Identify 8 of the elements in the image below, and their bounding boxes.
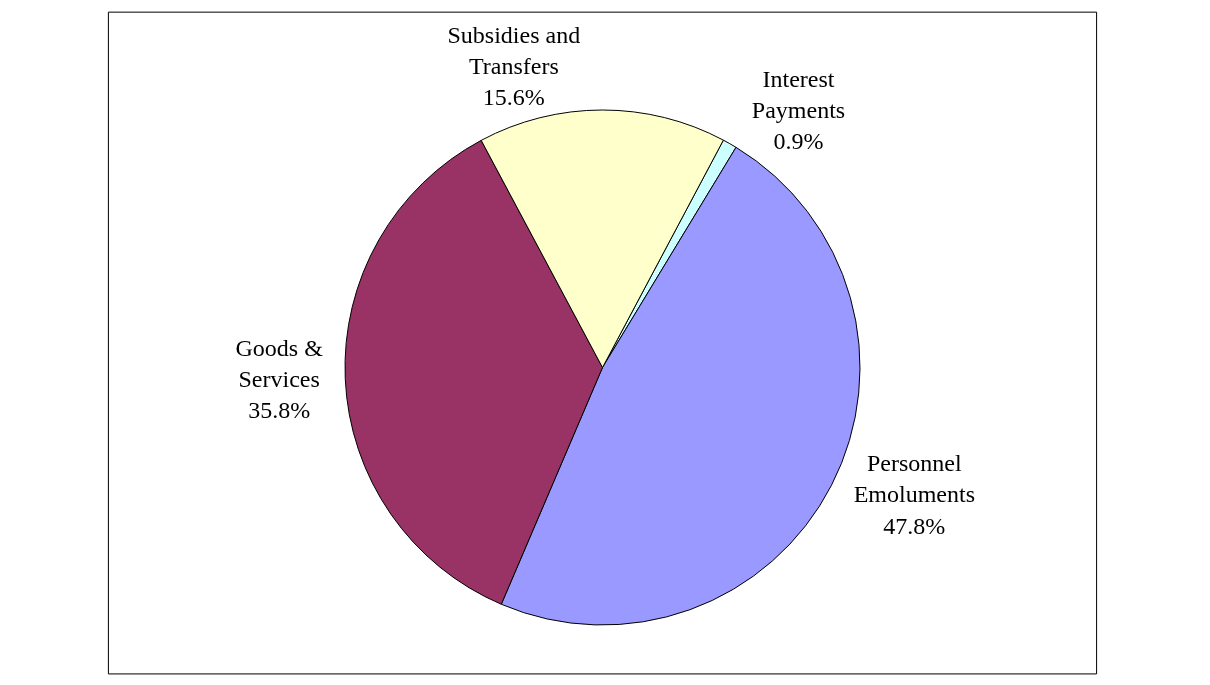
slice-label: Subsidies and Transfers: [447, 21, 581, 79]
slice-label: Goods & Services: [235, 334, 324, 392]
data-label: 35.8%: [248, 396, 311, 423]
data-label: 15.6%: [482, 84, 545, 110]
data-label: 0.9%: [773, 128, 824, 155]
slice-label: Personnel Emoluments: [853, 450, 975, 508]
data-label: 47.8%: [883, 512, 946, 539]
slice-label: Interest Payments: [751, 66, 846, 124]
